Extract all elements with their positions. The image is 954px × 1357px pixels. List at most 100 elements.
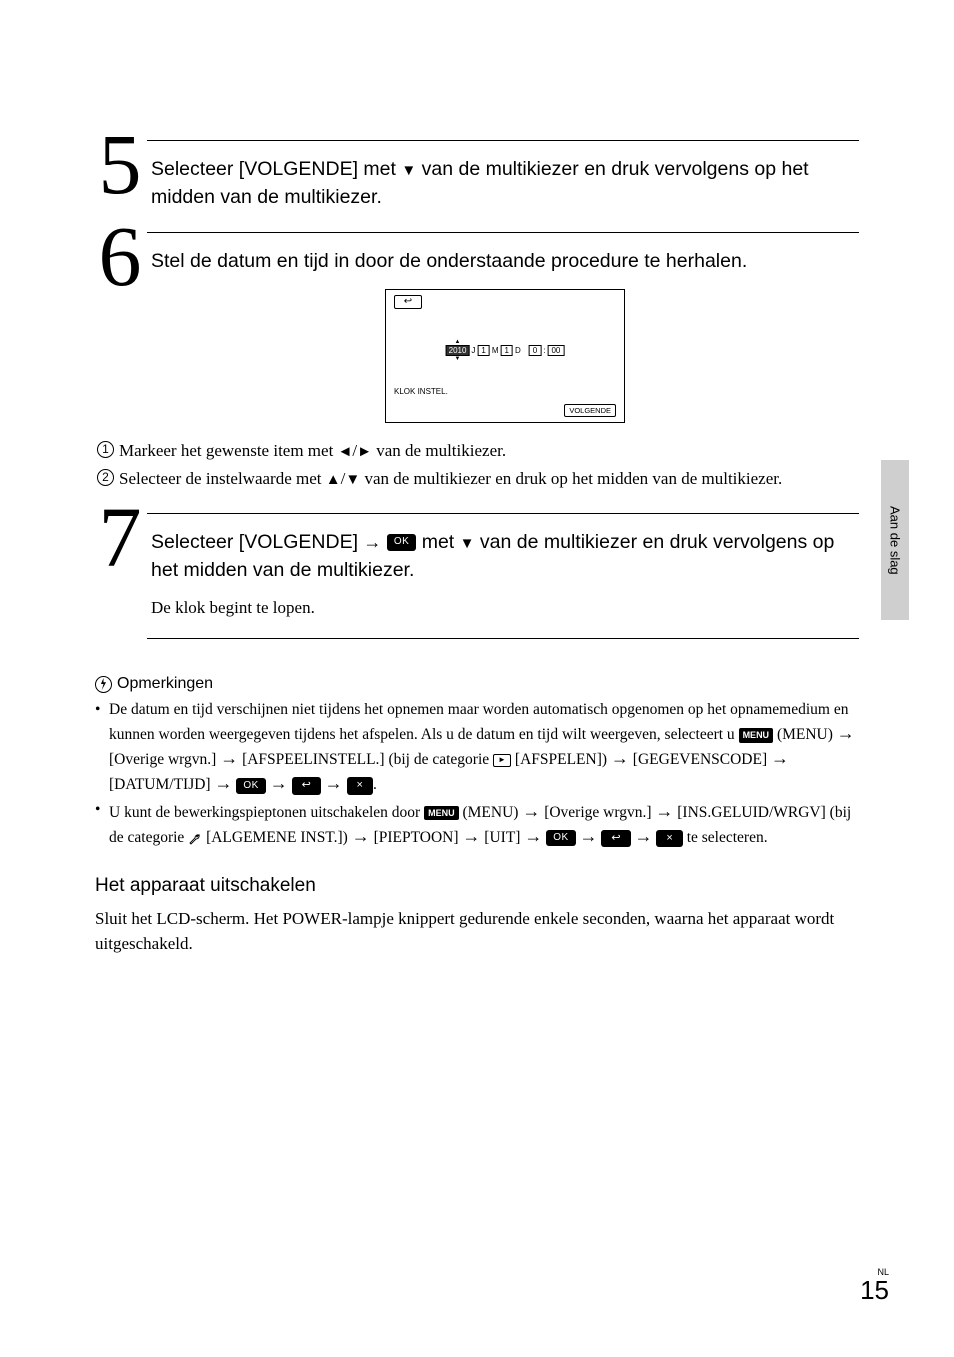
lcd-screen-mock: ↩ ▲ 2010 ▼ J 1 M 1 D 0 : 00 KLOK INSTEL.… (385, 289, 625, 423)
ok-badge: OK (387, 534, 416, 551)
up-triangle-icon (326, 469, 341, 488)
lcd-month-field: 1 (477, 345, 489, 356)
step-number-6: 6 (95, 222, 145, 291)
arrow-icon-2 (220, 751, 238, 768)
arrow-icon-8 (522, 804, 540, 821)
lcd-day-field: 1 (501, 345, 513, 356)
n1-c: [Overige wrgvn.] (109, 751, 220, 768)
step-5-content: Selecteer [VOLGENDE] met van de multikie… (147, 140, 859, 212)
shutdown-body: Sluit het LCD-scherm. Het POWER-lampje k… (95, 907, 859, 956)
ok-badge-3: OK (546, 830, 575, 846)
n2-b: (MENU) (459, 804, 523, 821)
note-1: • De datum en tijd verschijnen niet tijd… (95, 699, 859, 796)
n2-f: [PIEPTOON] (370, 829, 463, 846)
ok-badge-2: OK (236, 778, 265, 794)
arrow-icon-3 (611, 751, 629, 768)
n2-a: U kunt de bewerkingspieptonen uitschakel… (109, 804, 424, 821)
arrow-icon-14 (635, 829, 653, 846)
close-badge: × (347, 777, 373, 794)
arrow-icon-13 (580, 829, 598, 846)
n1-e: [AFSPELEN]) (511, 751, 611, 768)
lcd-year-field: ▲ 2010 ▼ (446, 345, 470, 356)
lcd-back-button: ↩ (394, 295, 422, 309)
step-7-body: De klok begint te lopen. (151, 598, 859, 618)
notes-list: • De datum en tijd verschijnen niet tijd… (95, 699, 859, 849)
lcd-j-label: J (471, 346, 475, 355)
step-5-text-a: Selecteer [VOLGENDE] met (151, 158, 401, 180)
n2-h: te selecteren. (683, 829, 768, 846)
flash-icon (95, 676, 112, 693)
step-7-text-a: Selecteer [VOLGENDE] (151, 531, 363, 553)
side-tab: Aan de slag (881, 460, 909, 620)
n1-b: (MENU) (773, 726, 837, 743)
n2-c: [Overige wrgvn.] (540, 804, 655, 821)
arrow-icon-12 (524, 829, 542, 846)
sub1-a: Markeer het gewenste item met (119, 441, 338, 460)
down-triangle-icon (401, 158, 416, 180)
lcd-year-down-icon: ▼ (455, 356, 461, 362)
circled-1-icon: 1 (97, 441, 114, 458)
left-triangle-icon (338, 441, 353, 460)
step-5-title: Selecteer [VOLGENDE] met van de multikie… (151, 155, 859, 212)
n1-f: [GEGEVENSCODE] (629, 751, 771, 768)
lcd-caption: KLOK INSTEL. (394, 387, 448, 396)
n2-e: [ALGEMENE INST.]) (202, 829, 352, 846)
n1-g: [DATUM/TIJD] (109, 776, 214, 793)
step-6: 6 Stel de datum en tijd in door de onder… (95, 232, 859, 433)
arrow-icon-5 (214, 776, 232, 793)
bullet-icon-2: • (95, 799, 109, 821)
sub-item-1: 1 Markeer het gewenste item met / van de… (97, 439, 859, 463)
wrench-icon (188, 831, 202, 845)
note-2-text: U kunt de bewerkingspieptonen uitschakel… (109, 799, 859, 849)
arrow-right-icon (363, 531, 381, 553)
sub-item-2-text: Selecteer de instelwaarde met / van de m… (119, 467, 782, 491)
note-1-text: De datum en tijd verschijnen niet tijden… (109, 699, 859, 796)
arrow-icon-4 (771, 751, 789, 768)
notes-title: Opmerkingen (117, 675, 213, 693)
arrow-icon-6 (270, 776, 288, 793)
lcd-m-label: M (492, 346, 499, 355)
page-footer: NL 15 (860, 1267, 889, 1303)
step-7-content: Selecteer [VOLGENDE] OK met van de multi… (147, 513, 859, 619)
arrow-icon-9 (655, 804, 673, 821)
sub2-b: van de multikiezer en druk op het midden… (360, 469, 782, 488)
step-5: 5 Selecteer [VOLGENDE] met van de multik… (95, 140, 859, 212)
sub-item-2: 2 Selecteer de instelwaarde met / van de… (97, 467, 859, 491)
down-triangle-icon-2 (345, 469, 360, 488)
step-6-title: Stel de datum en tijd in door de onderst… (151, 247, 859, 275)
circled-2-icon: 2 (97, 469, 114, 486)
back-badge-2: ↩ (601, 830, 630, 847)
lcd-colon: : (543, 346, 545, 355)
step-6-sublist: 1 Markeer het gewenste item met / van de… (97, 439, 859, 491)
close-badge-2: × (656, 830, 682, 847)
arrow-icon-11 (462, 829, 480, 846)
menu-badge: MENU (739, 728, 774, 743)
playback-icon (493, 754, 511, 767)
bullet-icon: • (95, 699, 109, 721)
n1-a: De datum en tijd verschijnen niet tijden… (109, 701, 849, 743)
lcd-min-field: 00 (547, 345, 564, 356)
sub2-a: Selecteer de instelwaarde met (119, 469, 326, 488)
step-number-7: 7 (95, 503, 145, 572)
divider (147, 638, 859, 639)
step-7-title: Selecteer [VOLGENDE] OK met van de multi… (151, 528, 859, 585)
back-badge: ↩ (292, 777, 321, 794)
step-7-text-b: met (416, 531, 459, 553)
n1-d: [AFSPEELINSTELL.] (bij de categorie (238, 751, 493, 768)
sub-item-1-text: Markeer het gewenste item met / van de m… (119, 439, 506, 463)
step-7: 7 Selecteer [VOLGENDE] OK met van de mul… (95, 513, 859, 619)
notes-header: Opmerkingen (95, 675, 859, 693)
note-2: • U kunt de bewerkingspieptonen uitschak… (95, 799, 859, 849)
lcd-year-up-icon: ▲ (455, 339, 461, 345)
footer-page-number: 15 (860, 1277, 889, 1303)
arrow-icon-10 (352, 829, 370, 846)
n2-g: [UIT] (480, 829, 524, 846)
shutdown-heading: Het apparaat uitschakelen (95, 875, 859, 897)
down-triangle-icon-3 (460, 531, 475, 553)
lcd-year-value: 2010 (449, 346, 467, 355)
lcd-hour-field: 0 (529, 345, 541, 356)
right-triangle-icon (357, 441, 372, 460)
lcd-next-button: VOLGENDE (564, 404, 616, 417)
arrow-icon-7 (325, 776, 343, 793)
n1-h: . (373, 776, 377, 793)
